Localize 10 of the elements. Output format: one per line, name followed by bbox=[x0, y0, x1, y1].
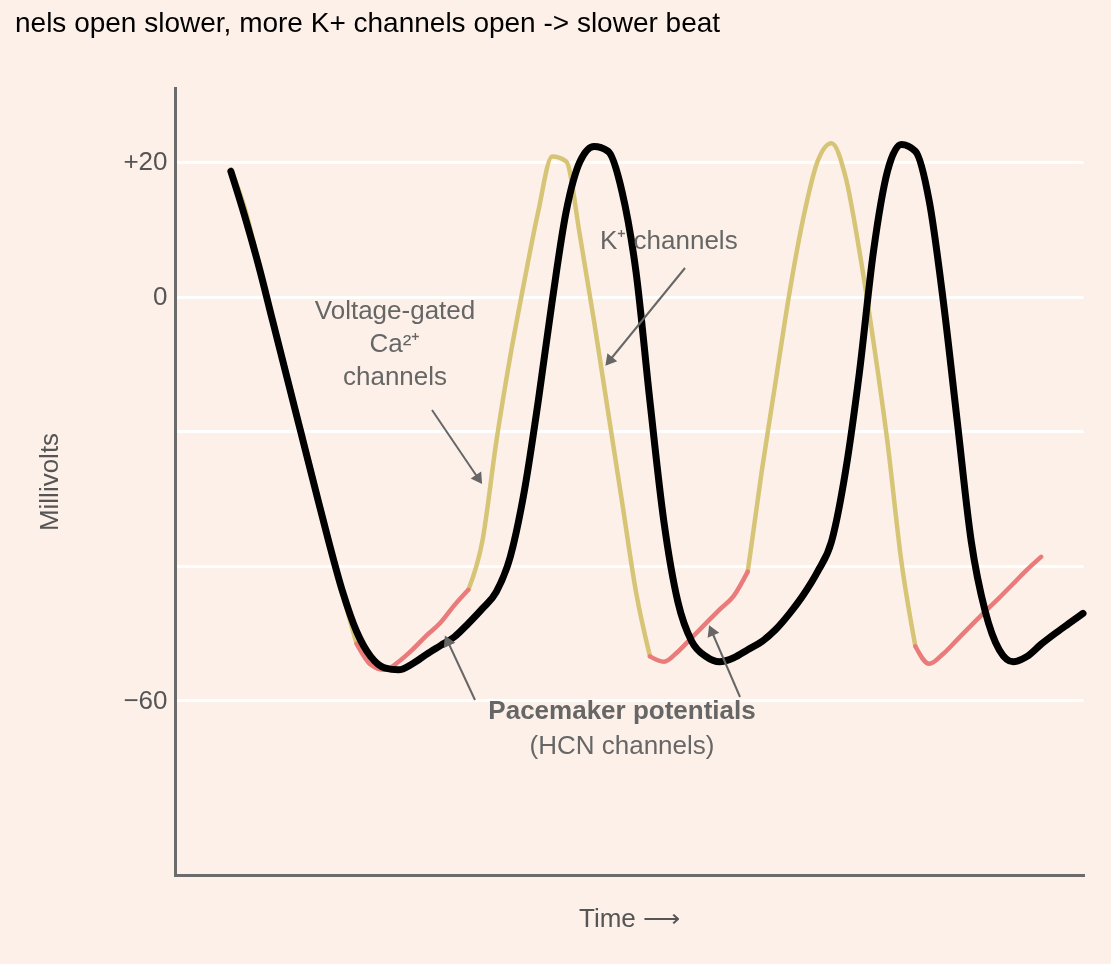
annotation: (HCN channels) bbox=[529, 730, 715, 760]
x-axis-title: Time ⟶ bbox=[578, 902, 681, 933]
annotation: K⁺ channels bbox=[600, 225, 738, 255]
y-axis-title: Millivolts bbox=[34, 432, 65, 532]
annotation: Voltage-gated Ca²⁺ channels bbox=[314, 295, 476, 391]
chart-title: nels open slower, more K+ channels open -> slower beat bbox=[15, 7, 721, 38]
y-tick-label: 0 bbox=[153, 281, 168, 312]
y-tick-label: +20 bbox=[123, 146, 168, 177]
annotation: Pacemaker potentials bbox=[488, 695, 756, 725]
y-tick-label: −60 bbox=[123, 684, 168, 715]
